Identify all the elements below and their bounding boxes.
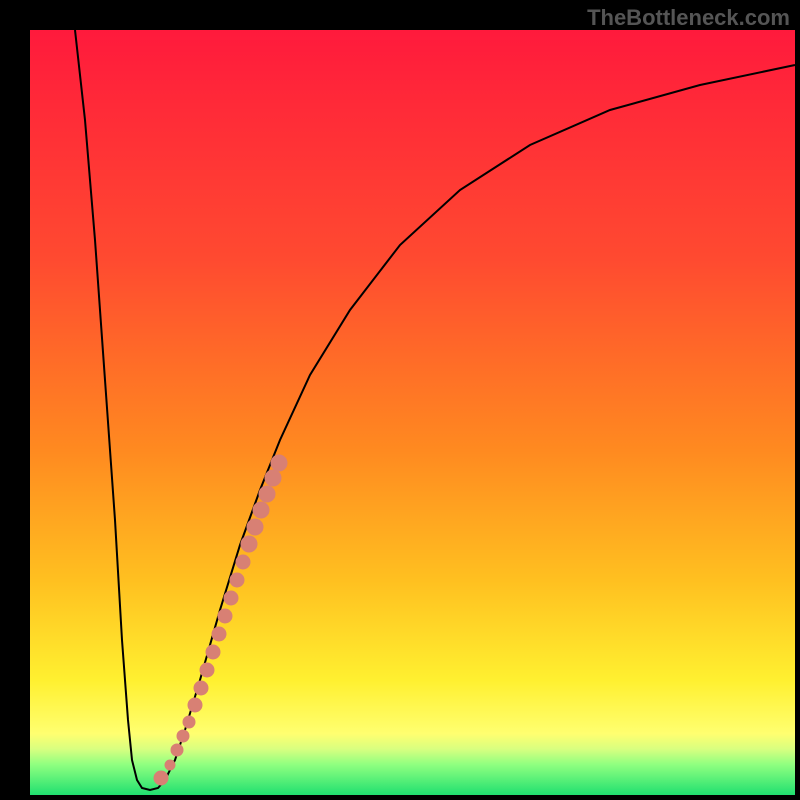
data-marker — [241, 536, 257, 552]
data-marker — [259, 486, 275, 502]
data-marker — [154, 771, 168, 785]
data-marker — [183, 716, 195, 728]
data-marker — [194, 681, 208, 695]
data-marker — [165, 760, 175, 770]
data-marker — [218, 609, 232, 623]
data-marker — [271, 455, 287, 471]
data-marker — [188, 698, 202, 712]
marker-group — [154, 455, 287, 785]
data-marker — [212, 627, 226, 641]
data-marker — [230, 573, 244, 587]
data-marker — [253, 502, 269, 518]
data-marker — [177, 730, 189, 742]
bottleneck-curve — [75, 30, 795, 790]
data-marker — [265, 470, 281, 486]
watermark-text: TheBottleneck.com — [587, 5, 790, 31]
data-marker — [206, 645, 220, 659]
data-marker — [224, 591, 238, 605]
data-marker — [247, 519, 263, 535]
data-marker — [236, 555, 250, 569]
data-marker — [200, 663, 214, 677]
chart-svg — [0, 0, 800, 800]
data-marker — [171, 744, 183, 756]
